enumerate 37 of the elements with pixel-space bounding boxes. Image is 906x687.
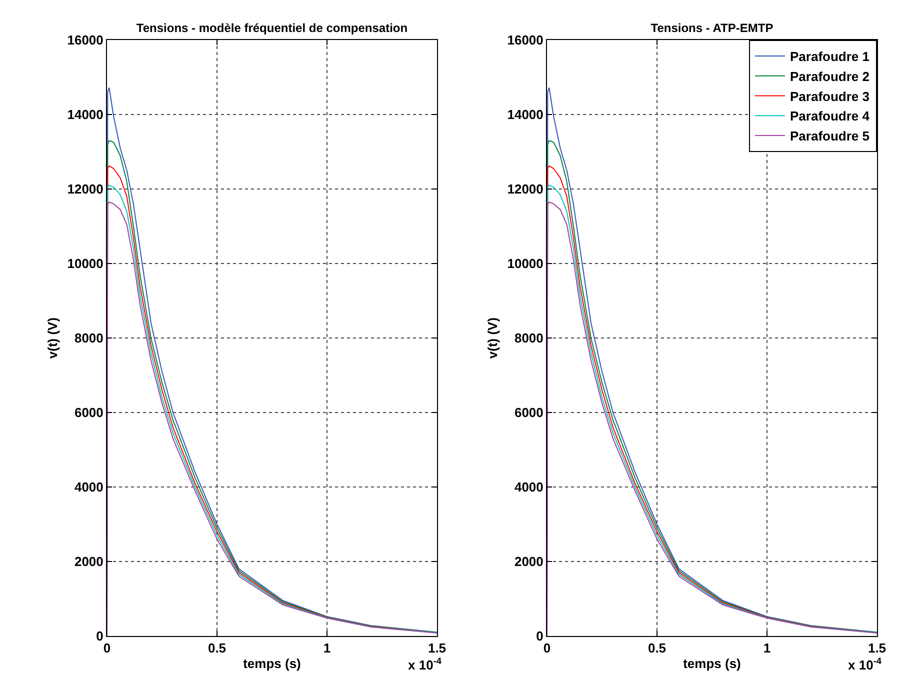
chart-title: Tensions - ATP-EMTP <box>650 21 774 35</box>
x-tick-label: 1 <box>323 640 331 656</box>
y-tick-label: 0 <box>536 628 544 644</box>
y-tick-label: 12000 <box>67 182 104 197</box>
legend-label: Parafoudre 1 <box>790 49 870 64</box>
x-tick-label: 1 <box>763 640 771 656</box>
y-tick-label: 6000 <box>514 405 544 420</box>
y-tick-label: 8000 <box>74 330 104 346</box>
y-tick-label: 6000 <box>74 405 104 420</box>
y-tick-label: 14000 <box>67 107 104 122</box>
text: x 10$^{-4}$ <box>408 656 442 672</box>
text: x 10$^{-4}$ <box>848 656 882 672</box>
legend-label: Parafoudre 2 <box>790 68 870 84</box>
y-tick-label: 2000 <box>514 554 544 570</box>
y-tick-label: 8000 <box>514 330 544 346</box>
y-tick-label: 0 <box>96 628 104 644</box>
y-tick-label: 2000 <box>74 554 104 570</box>
x-tick-label: 1.5 <box>428 640 446 656</box>
y-tick-label: 4000 <box>514 480 544 495</box>
y-axis-title: v(t) (V) <box>485 317 500 359</box>
x-tick-label: 1.5 <box>868 640 886 656</box>
legend-label: Parafoudre 5 <box>790 128 870 144</box>
x-axis-title: temps (s) <box>683 656 741 672</box>
x-axis-title: temps (s) <box>243 656 301 672</box>
x-tick-label: 0.5 <box>648 640 666 656</box>
legend-label: Parafoudre 4 <box>790 108 870 124</box>
y-tick-label: 16000 <box>507 32 544 48</box>
x-tick-label: 0.5 <box>208 640 226 656</box>
chart-title: Tensions - modèle fréquentiel de compensation <box>136 21 408 35</box>
y-tick-label: 16000 <box>67 32 104 48</box>
y-tick-label: 12000 <box>507 182 544 197</box>
y-tick-label: 10000 <box>507 256 544 272</box>
y-tick-label: 14000 <box>507 107 544 122</box>
y-axis-title: v(t) (V) <box>45 317 60 359</box>
legend-label: Parafoudre 3 <box>790 88 870 104</box>
y-tick-label: 10000 <box>67 256 104 272</box>
y-tick-label: 4000 <box>74 480 104 495</box>
